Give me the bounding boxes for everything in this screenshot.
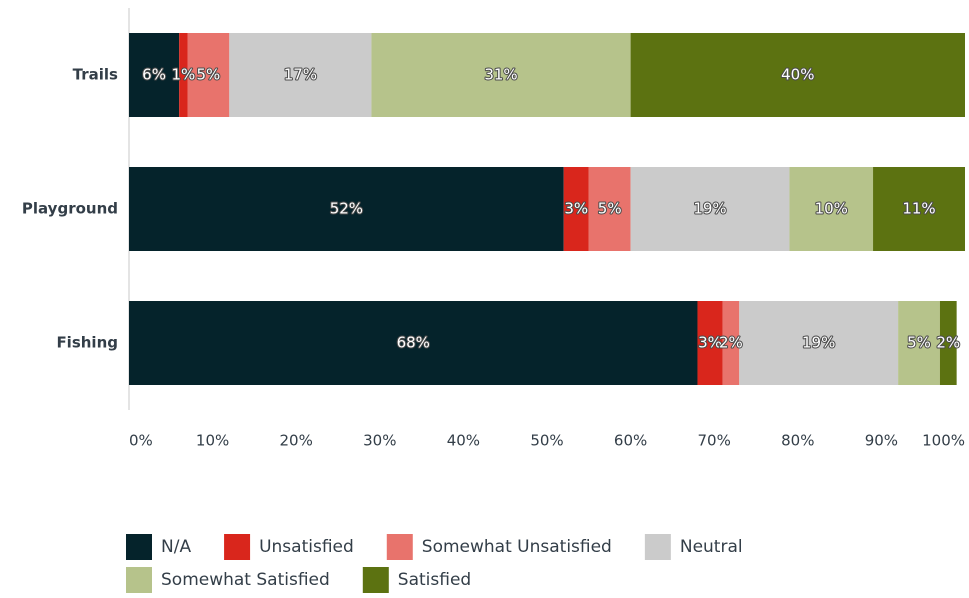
legend-label: Somewhat Unsatisfied bbox=[422, 537, 612, 557]
legend-swatch bbox=[224, 534, 251, 560]
legend-swatch bbox=[126, 534, 152, 560]
category-label: Trails bbox=[73, 66, 118, 84]
bar-segment bbox=[371, 33, 631, 117]
data-label: 5% bbox=[197, 66, 221, 84]
data-label: 31% bbox=[484, 66, 517, 84]
data-label: 5% bbox=[907, 334, 931, 352]
data-label: 52% bbox=[330, 200, 363, 218]
data-label: 11% bbox=[902, 200, 935, 218]
x-tick-label: 40% bbox=[447, 432, 480, 450]
data-label: 2% bbox=[936, 334, 960, 352]
bar-segment bbox=[129, 167, 564, 251]
bar-segment bbox=[697, 301, 723, 385]
x-tick-label: 70% bbox=[698, 432, 731, 450]
x-tick-label: 0% bbox=[129, 432, 153, 450]
data-label: 2% bbox=[719, 334, 743, 352]
legend-label: Unsatisfied bbox=[259, 537, 354, 557]
data-label: 6% bbox=[142, 66, 166, 84]
bar-segment bbox=[739, 301, 899, 385]
data-label: 5% bbox=[598, 200, 622, 218]
category-label: Playground bbox=[22, 200, 118, 218]
legend-label: Neutral bbox=[680, 537, 743, 557]
legend-swatch bbox=[362, 567, 389, 593]
bar-segment bbox=[789, 167, 874, 251]
data-label: 40% bbox=[781, 66, 814, 84]
bar-segment bbox=[129, 33, 180, 117]
bar-segment bbox=[898, 301, 940, 385]
bar-segment bbox=[563, 167, 589, 251]
x-tick-label: 60% bbox=[614, 432, 647, 450]
bar-segment bbox=[588, 167, 631, 251]
legend-swatch bbox=[386, 534, 413, 560]
data-label: 10% bbox=[815, 200, 848, 218]
data-label: 19% bbox=[693, 200, 726, 218]
data-label: 19% bbox=[802, 334, 835, 352]
legend-label: Somewhat Satisfied bbox=[161, 570, 330, 590]
data-label: 17% bbox=[284, 66, 317, 84]
bar-segment bbox=[630, 167, 790, 251]
legend-label: N/A bbox=[161, 537, 191, 557]
x-tick-label: 20% bbox=[280, 432, 313, 450]
bar-segment bbox=[939, 301, 957, 385]
bar-segment bbox=[129, 301, 698, 385]
x-tick-label: 80% bbox=[781, 432, 814, 450]
x-tick-label: 100% bbox=[922, 432, 965, 450]
data-label: 3% bbox=[698, 334, 722, 352]
category-label: Fishing bbox=[56, 334, 118, 352]
bar-segment bbox=[229, 33, 372, 117]
legend-swatch bbox=[126, 567, 152, 593]
bar-segment bbox=[873, 167, 965, 251]
x-tick-label: 10% bbox=[196, 432, 229, 450]
x-tick-label: 30% bbox=[363, 432, 396, 450]
data-label: 1% bbox=[171, 66, 195, 84]
legend-swatch bbox=[644, 534, 671, 560]
x-tick-label: 90% bbox=[865, 432, 898, 450]
bar-segment bbox=[630, 33, 965, 117]
bar-segment bbox=[187, 33, 230, 117]
legend-label: Satisfied bbox=[398, 570, 471, 590]
x-tick-label: 50% bbox=[530, 432, 563, 450]
data-label: 68% bbox=[397, 334, 430, 352]
bar-segment bbox=[722, 301, 740, 385]
bar-segment bbox=[179, 33, 188, 117]
data-label: 3% bbox=[564, 200, 588, 218]
